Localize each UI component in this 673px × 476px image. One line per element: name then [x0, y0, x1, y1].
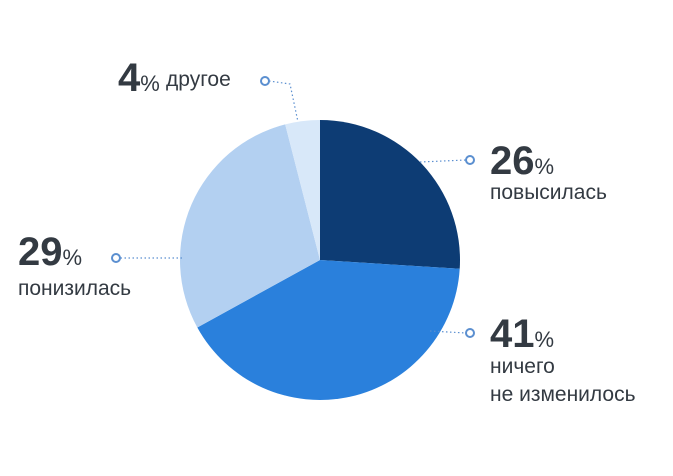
leader-dot [111, 253, 121, 263]
category-label: повысилась [490, 181, 607, 204]
value-label: 26% [490, 139, 554, 183]
value-number: 41 [490, 312, 535, 356]
value-label: 29% [18, 230, 82, 274]
value-label: 41% [490, 312, 554, 356]
pie-slice [320, 120, 460, 269]
category-label: другое [166, 68, 231, 91]
category-line: другое [166, 68, 231, 91]
value-unit: % [140, 71, 160, 96]
pie-slice [180, 124, 320, 328]
pie-slice [197, 260, 460, 401]
category-label: понизилась [18, 277, 131, 300]
value-unit: % [63, 245, 83, 270]
value-label: 4% [118, 56, 160, 100]
category-line: ничего [490, 355, 555, 378]
category-line: не изменилось [490, 383, 636, 406]
leader-line [419, 159, 467, 163]
value-unit: % [535, 154, 555, 179]
category-line: повысилась [490, 181, 607, 204]
value-number: 4 [118, 56, 141, 100]
leader-dot [465, 328, 475, 338]
category-label: ничего не изменилось [490, 355, 636, 406]
value-unit: % [535, 327, 555, 352]
leader-dot [260, 76, 270, 86]
leader-line [268, 80, 299, 123]
pie-slice [285, 120, 320, 260]
category-line: понизилась [18, 277, 131, 300]
value-number: 26 [490, 139, 535, 183]
value-number: 29 [18, 230, 63, 274]
leader-dot [465, 155, 475, 165]
